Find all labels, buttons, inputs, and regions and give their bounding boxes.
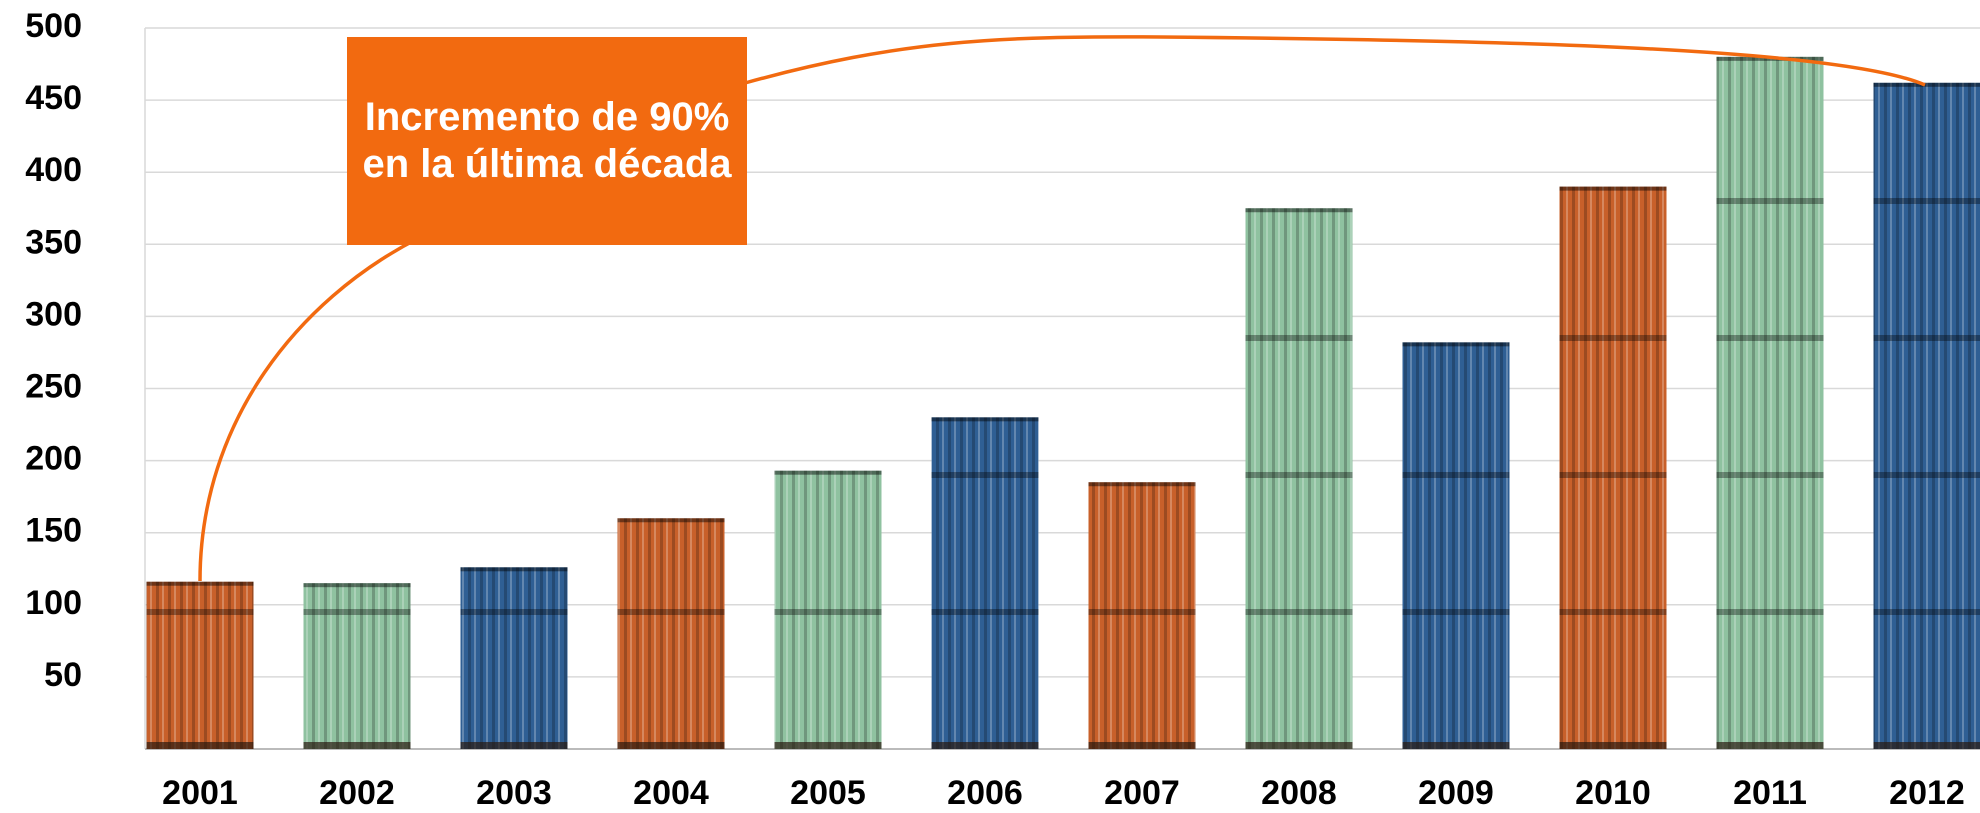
container-seam [1874, 335, 1980, 341]
x-tick-label: 2006 [947, 774, 1023, 812]
bar [1874, 83, 1980, 749]
annotation-text: Incremento de 90% en la última década [347, 37, 747, 245]
y-tick-label: 500 [25, 7, 82, 45]
bar [932, 417, 1039, 749]
container-top [775, 471, 882, 475]
container-top [1089, 482, 1196, 486]
bar [1403, 342, 1510, 749]
container-seam [1717, 198, 1824, 204]
container-seam [1717, 472, 1824, 478]
x-tick-label: 2009 [1418, 774, 1494, 812]
container-bottom [932, 742, 1039, 749]
y-tick-label: 150 [25, 512, 82, 550]
container-seam [1246, 609, 1353, 615]
container-bottom [1874, 742, 1980, 749]
container-bottom [147, 742, 254, 749]
container-seam [461, 609, 568, 615]
container-seam [1403, 609, 1510, 615]
x-tick-label: 2011 [1733, 774, 1807, 812]
y-tick-label: 200 [25, 440, 82, 478]
container-bottom [775, 742, 882, 749]
bar [1560, 187, 1667, 749]
container-bottom [461, 742, 568, 749]
container-seam [932, 472, 1039, 478]
container-top [618, 518, 725, 522]
x-tick-label: 2004 [633, 774, 709, 812]
container-top [1246, 208, 1353, 212]
y-tick-label: 100 [25, 584, 82, 622]
bar [304, 583, 411, 749]
y-tick-label: 50 [44, 656, 82, 694]
bar [461, 567, 568, 749]
x-tick-label: 2003 [476, 774, 552, 812]
container-top [461, 567, 568, 571]
y-tick-label: 450 [25, 79, 82, 117]
container-seam [1246, 335, 1353, 341]
container-top [932, 417, 1039, 421]
container-bottom [1403, 742, 1510, 749]
container-seam [1717, 609, 1824, 615]
container-seam [1717, 335, 1824, 341]
container-bottom [1089, 742, 1196, 749]
container-seam [775, 609, 882, 615]
y-tick-label: 250 [25, 367, 82, 405]
container-bottom [618, 742, 725, 749]
container-seam [1560, 472, 1667, 478]
x-tick-label: 2008 [1261, 774, 1337, 812]
container-seam [147, 609, 254, 615]
container-top [147, 582, 254, 586]
y-tick-label: 350 [25, 223, 82, 261]
bar [1089, 482, 1196, 749]
x-tick-label: 2001 [162, 774, 238, 812]
x-tick-label: 2005 [790, 774, 866, 812]
x-tick-label: 2002 [319, 774, 395, 812]
annotation: Incremento de 90% en la última década [347, 37, 747, 245]
y-tick-label: 400 [25, 151, 82, 189]
container-bottom [1246, 742, 1353, 749]
container-seam [1560, 335, 1667, 341]
container-top [1403, 342, 1510, 346]
bar [1246, 208, 1353, 749]
container-top [1874, 83, 1980, 87]
container-seam [304, 609, 411, 615]
x-tick-label: 2012 [1889, 774, 1965, 812]
container-top [1560, 187, 1667, 191]
container-seam [1874, 609, 1980, 615]
container-seam [1874, 198, 1980, 204]
container-bottom [1717, 742, 1824, 749]
x-tick-label: 2007 [1104, 774, 1180, 812]
bar [147, 582, 254, 749]
container-seam [618, 609, 725, 615]
bar [1717, 57, 1824, 749]
container-seam [1403, 472, 1510, 478]
container-seam [1874, 472, 1980, 478]
y-tick-label: 300 [25, 295, 82, 333]
container-seam [1246, 472, 1353, 478]
x-tick-label: 2010 [1575, 774, 1651, 812]
container-seam [1089, 609, 1196, 615]
bar [618, 518, 725, 749]
container-bottom [304, 742, 411, 749]
container-seam [932, 609, 1039, 615]
container-bottom [1560, 742, 1667, 749]
chart: 50 100 150 200 250 300 350 400 450 500 2001 2002 200… [0, 0, 1980, 813]
container-seam [1560, 609, 1667, 615]
container-top [304, 583, 411, 587]
